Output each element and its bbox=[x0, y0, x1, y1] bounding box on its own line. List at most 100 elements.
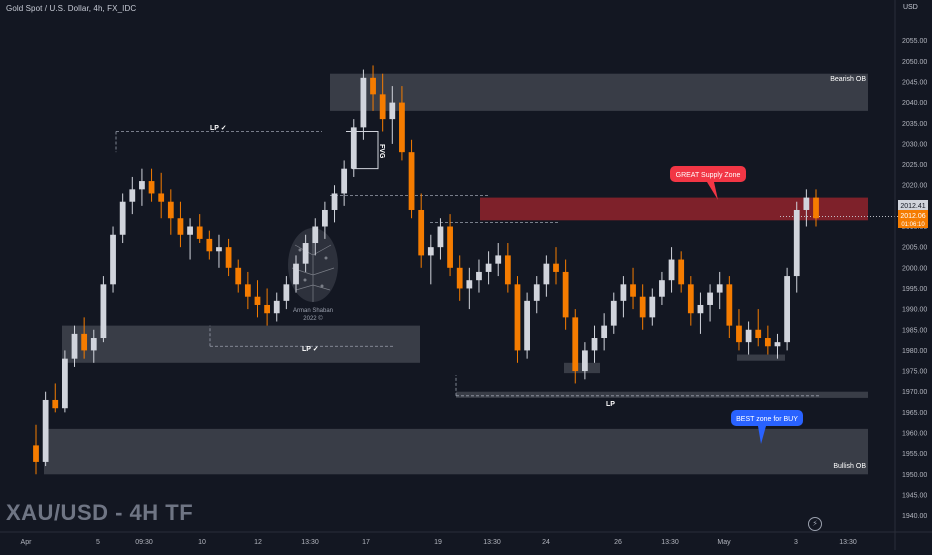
candle bbox=[784, 267, 790, 351]
candle-body bbox=[360, 77, 367, 128]
candle-body bbox=[283, 284, 290, 301]
lightning-icon[interactable]: ⚡ bbox=[808, 517, 822, 531]
current-price-tag bbox=[898, 200, 928, 210]
candle bbox=[110, 226, 116, 293]
candle bbox=[235, 259, 242, 293]
candle bbox=[697, 292, 704, 334]
candle-body bbox=[350, 127, 357, 169]
candle-body bbox=[331, 193, 338, 210]
candle-body bbox=[273, 300, 280, 314]
candle-body bbox=[813, 197, 819, 219]
candle bbox=[42, 391, 49, 467]
y-tick-label: 2055.00 bbox=[902, 38, 927, 45]
candle-body bbox=[379, 94, 386, 120]
y-tick-label: 2025.00 bbox=[902, 162, 927, 169]
candle bbox=[745, 321, 752, 355]
candle-body bbox=[322, 209, 328, 227]
candle-body bbox=[524, 300, 530, 351]
candle bbox=[687, 276, 694, 326]
bearish-ob-zone bbox=[330, 73, 868, 111]
candle bbox=[341, 160, 348, 206]
candle-body bbox=[52, 399, 59, 409]
candle-body bbox=[418, 209, 425, 256]
x-tick-label: May bbox=[717, 539, 731, 546]
x-tick-label: 5 bbox=[96, 539, 100, 546]
candle-body bbox=[62, 358, 68, 409]
y-tick-label: 1945.00 bbox=[902, 492, 927, 499]
candle bbox=[225, 238, 232, 277]
supply-callout-text: GREAT Supply Zone bbox=[676, 172, 741, 179]
candle bbox=[331, 185, 338, 223]
candle bbox=[813, 189, 819, 227]
candle bbox=[620, 276, 627, 318]
candle-body bbox=[370, 77, 376, 95]
candle-body bbox=[639, 296, 646, 318]
bullish-ob-label: Bullish OB bbox=[833, 463, 866, 470]
candle bbox=[533, 276, 540, 314]
y-tick-label: 1980.00 bbox=[902, 348, 927, 355]
candle bbox=[167, 189, 174, 235]
candle bbox=[90, 329, 97, 363]
price-axis-title: USD bbox=[903, 4, 918, 11]
countdown-text: 01:06:10 bbox=[901, 222, 925, 228]
candle bbox=[476, 259, 482, 293]
y-tick-label: 2000.00 bbox=[902, 265, 927, 272]
candle-body bbox=[803, 197, 810, 210]
candle bbox=[264, 288, 270, 326]
buy-callout[interactable]: BEST zone for BUY bbox=[731, 410, 803, 444]
candle-body bbox=[610, 300, 617, 326]
candle bbox=[389, 86, 396, 144]
candle-body bbox=[726, 284, 733, 326]
candle bbox=[206, 230, 213, 260]
supply-callout-box bbox=[670, 166, 746, 182]
candle bbox=[360, 69, 367, 140]
candle bbox=[668, 247, 675, 293]
y-tick-label: 2005.00 bbox=[902, 245, 927, 252]
grid-layer bbox=[115, 131, 898, 397]
candle-body bbox=[562, 271, 569, 318]
candle bbox=[466, 267, 473, 310]
candle-body bbox=[81, 333, 88, 351]
candle bbox=[273, 292, 280, 322]
y-tick-label: 1955.00 bbox=[902, 451, 927, 458]
candle-body bbox=[553, 263, 559, 272]
candle-body bbox=[582, 350, 588, 372]
buy-callout-pointer bbox=[758, 426, 766, 444]
x-tick-label: 13:30 bbox=[661, 539, 679, 546]
y-tick-label: 2050.00 bbox=[902, 59, 927, 66]
candle bbox=[504, 243, 511, 293]
candle bbox=[350, 119, 357, 177]
candle-body bbox=[485, 263, 492, 272]
candle bbox=[379, 73, 386, 132]
y-tick-label: 1960.00 bbox=[902, 431, 927, 438]
candles-layer bbox=[33, 65, 819, 475]
candle bbox=[119, 193, 126, 244]
candle-body bbox=[167, 201, 174, 219]
candle-body bbox=[399, 102, 405, 153]
candle bbox=[52, 383, 59, 413]
candle-body bbox=[293, 263, 299, 285]
x-tick-label: 19 bbox=[434, 539, 442, 546]
bullish-ob-zone bbox=[44, 428, 868, 475]
candle bbox=[639, 284, 646, 330]
logo-year: 2022 © bbox=[303, 315, 323, 322]
lp-mid-label: LP ✓ bbox=[302, 346, 319, 353]
candle-body bbox=[447, 226, 453, 268]
candle bbox=[196, 214, 203, 244]
supply-callout[interactable]: GREAT Supply Zone bbox=[670, 166, 746, 200]
candle-body bbox=[793, 209, 800, 277]
candle bbox=[129, 176, 136, 215]
candle bbox=[716, 271, 723, 310]
candle-body bbox=[697, 304, 704, 314]
lp-upper-label: LP ✓ bbox=[210, 125, 227, 132]
lp-low-label: LP bbox=[606, 401, 615, 408]
candle-body bbox=[33, 445, 39, 462]
candle bbox=[71, 325, 78, 367]
candle bbox=[302, 234, 309, 272]
candle bbox=[254, 280, 261, 318]
candle-body bbox=[437, 226, 444, 248]
candle-body bbox=[235, 267, 242, 285]
candle bbox=[293, 255, 299, 293]
